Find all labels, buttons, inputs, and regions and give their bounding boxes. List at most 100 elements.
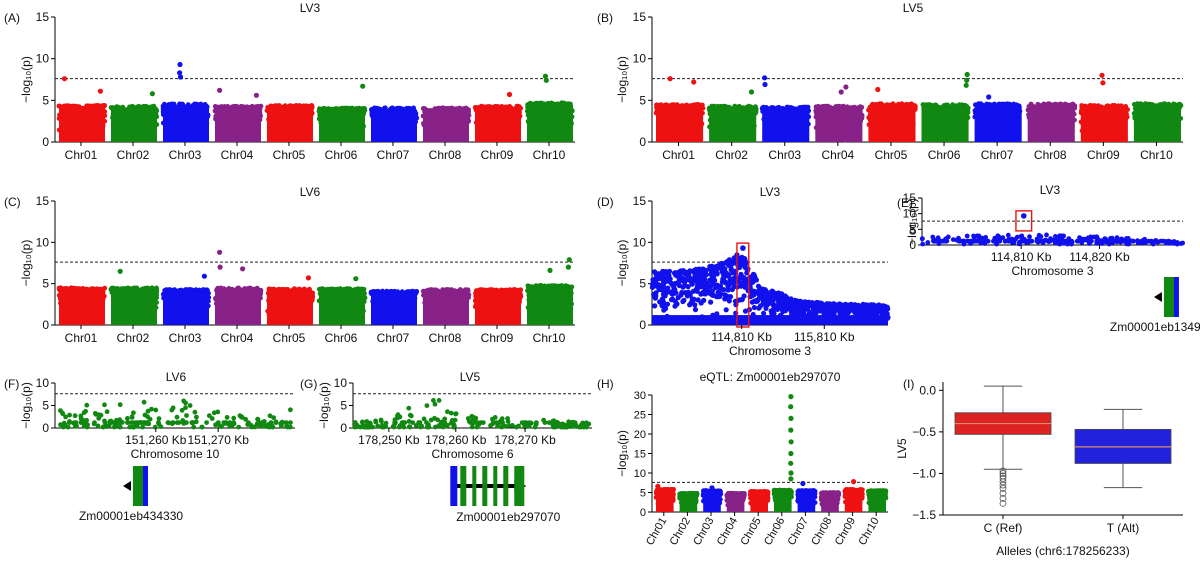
series-chr10 (525, 73, 575, 142)
snp-point-peak (838, 89, 844, 95)
snp-density-band (111, 107, 157, 142)
x-tick-label: Chr07 (981, 148, 1014, 162)
x-tick-label: Chr10 (533, 148, 566, 162)
snp-point (709, 103, 715, 109)
snp-point-peak (506, 91, 513, 98)
x-tick-label: Chr02 (715, 148, 748, 162)
snp-density-band (59, 289, 105, 325)
x-tick-label: Chr03 (169, 148, 202, 162)
series-chr09 (472, 91, 524, 142)
y-axis-label: −log₁₀(p) (615, 56, 629, 103)
snp-density-band (215, 107, 261, 142)
snp-density-band (371, 292, 417, 325)
series-chr09 (472, 287, 524, 325)
snp-point-peak (762, 75, 768, 81)
x-tick-label: Chr01 (65, 148, 98, 162)
x-tick-label: Chr09 (1087, 148, 1120, 162)
snp-point (291, 286, 297, 292)
snp-density-band (1080, 107, 1128, 142)
panel-title: LV6 (300, 185, 321, 199)
y-axis-label: −log₁₀(p) (19, 240, 33, 287)
snp-density-band (423, 109, 469, 142)
x-tick-label: Chr08 (429, 148, 462, 162)
series-chr05 (265, 275, 316, 325)
y-axis-label: −log₁₀(p) (19, 56, 33, 103)
snp-point-peak (201, 273, 207, 279)
series-chr06 (316, 83, 368, 142)
x-tick-label: Chr03 (169, 331, 202, 345)
y-tick-label: 10 (36, 235, 50, 249)
x-tick-label: Chr08 (1034, 148, 1067, 162)
snp-point (1047, 101, 1052, 107)
snp-point-peak (748, 89, 755, 95)
y-tick-label: 5 (42, 93, 49, 107)
series-chr07 (972, 94, 1023, 142)
panel-title: LV5 (903, 1, 924, 15)
snp-density-band (1133, 105, 1181, 142)
series-chr03 (160, 273, 212, 325)
snp-point-peak (61, 76, 68, 82)
x-tick-label: Chr06 (325, 148, 358, 162)
y-tick-label: 15 (633, 10, 647, 24)
panel-label: (B) (597, 11, 613, 25)
snp-density-band (527, 104, 573, 142)
snp-point-peak (240, 266, 246, 272)
snp-point (428, 287, 434, 292)
x-tick-label: Chr05 (273, 148, 306, 162)
series-chr04 (213, 249, 264, 325)
snp-point-peak (1099, 72, 1105, 78)
x-tick-label: Chr02 (117, 148, 150, 162)
series-chr05 (264, 103, 315, 142)
snp-point-peak (360, 83, 366, 89)
snp-point-peak (353, 276, 359, 282)
snp-point (879, 101, 884, 107)
y-tick-label: 5 (42, 277, 49, 291)
snp-density-band (319, 109, 365, 142)
snp-point (225, 104, 231, 109)
snp-density-band (921, 106, 969, 142)
snp-density-band (423, 291, 469, 325)
snp-point-peak (97, 88, 103, 94)
snp-density-band (371, 109, 417, 142)
snp-point-peak (963, 82, 969, 88)
snp-density-band (709, 107, 757, 142)
panel-title: LV3 (300, 1, 321, 15)
snp-point-peak (667, 76, 673, 82)
y-tick-label: 15 (36, 194, 50, 208)
snp-point-peak (1100, 80, 1106, 86)
x-tick-label: Chr05 (273, 331, 306, 345)
panel-label: (A) (4, 11, 20, 25)
x-tick-label: Chr02 (117, 331, 150, 345)
series-chr08 (420, 105, 472, 142)
x-tick-label: Chr10 (1140, 148, 1173, 162)
snp-density-band (475, 107, 521, 142)
x-tick-label: Chr06 (325, 331, 358, 345)
series-chr07 (369, 105, 420, 142)
snp-point-peak (253, 92, 259, 98)
y-tick-label: 10 (633, 52, 647, 66)
series-chr02 (706, 89, 759, 142)
snp-density-band (267, 290, 313, 325)
y-tick-label: 0 (639, 135, 646, 149)
panel-label: (C) (4, 195, 21, 209)
series-chr03 (759, 75, 812, 142)
series-chr03 (160, 61, 211, 142)
series-chr10 (1131, 101, 1184, 142)
snp-point-peak (117, 268, 123, 274)
y-tick-label: 5 (639, 93, 646, 107)
x-tick-label: Chr08 (429, 331, 462, 345)
y-tick-label: 10 (36, 52, 50, 66)
snp-density-band (974, 105, 1022, 142)
snp-point-peak (305, 275, 311, 281)
snp-density-band (319, 290, 365, 325)
snp-point-peak (986, 94, 992, 100)
snp-point-peak (149, 91, 155, 97)
series-chr09 (1078, 72, 1130, 142)
snp-point-peak (177, 70, 183, 76)
snp-point (151, 103, 157, 109)
x-tick-label: Chr09 (481, 148, 514, 162)
series-chr08 (420, 287, 472, 325)
x-tick-label: Chr01 (662, 148, 695, 162)
snp-point-peak (177, 61, 183, 68)
